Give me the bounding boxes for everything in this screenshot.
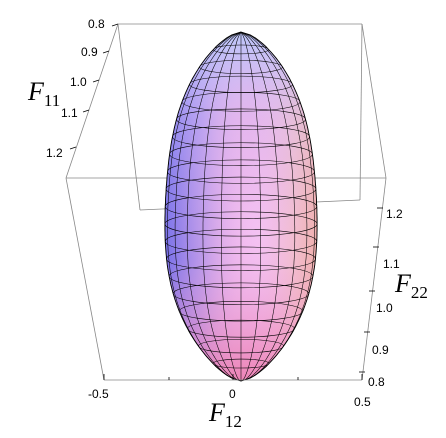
f11-tick-label: 0.9 xyxy=(81,45,98,59)
f12-tick-label: -0.5 xyxy=(88,387,109,401)
f11-tick-label: 1.2 xyxy=(46,146,63,160)
f22-tick-label: 1.0 xyxy=(376,301,393,315)
f11-axis-label: F11 xyxy=(27,77,60,110)
f22-tick-label: 0.8 xyxy=(368,375,385,389)
f22-axis: 1.2 1.1 1.0 0.9 0.8 F22 xyxy=(359,207,428,389)
f22-tick-label: 0.9 xyxy=(372,343,389,357)
f22-axis-label: F22 xyxy=(394,269,428,302)
f22-tick-label: 1.1 xyxy=(383,257,400,271)
mesh-meridian-line xyxy=(167,32,242,381)
mesh-meridian-line xyxy=(240,32,261,381)
mesh-meridian-line xyxy=(240,32,315,381)
mesh-meridian-line xyxy=(221,32,242,381)
mesh-meridian-line xyxy=(174,32,242,381)
f22-tick-label: 1.2 xyxy=(386,207,403,221)
f12-tick-label: 0.5 xyxy=(354,395,371,409)
mesh-meridian-line xyxy=(240,32,296,381)
f11-tick-label: 1.0 xyxy=(70,75,87,89)
mesh-meridian-line xyxy=(202,32,242,381)
mesh-meridian-line xyxy=(240,32,280,381)
f12-tick-label: 0 xyxy=(229,387,236,401)
f11-tick-label: 1.1 xyxy=(61,106,78,120)
f11-tick-label: 0.8 xyxy=(88,17,105,31)
mesh-meridian-line xyxy=(240,32,308,381)
f12-axis-label: F12 xyxy=(208,398,242,431)
mesh-meridian-line xyxy=(186,32,242,381)
f12-axis: -0.5 0 0.5 F12 xyxy=(88,374,371,431)
f11-axis: 0.8 0.9 1.0 1.1 1.2 F11 xyxy=(27,17,119,160)
surface-body xyxy=(164,31,318,382)
